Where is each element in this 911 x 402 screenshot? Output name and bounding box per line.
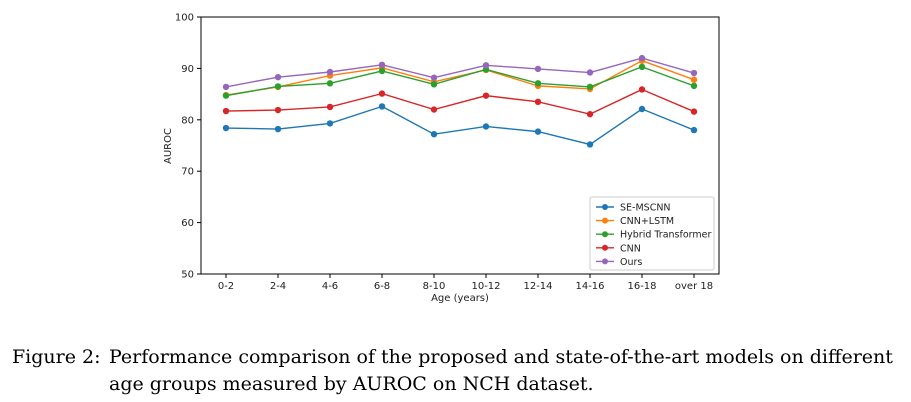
legend-marker [602,258,608,265]
x-axis-label: Age (years) [431,293,489,304]
series-line-cnn [225,88,695,115]
data-point-hybrid-transformer [638,63,646,71]
y-tick-label: 60 [181,218,194,229]
data-point-se-mscnn [482,123,490,130]
data-point-se-mscnn [326,120,334,127]
x-tick-label: 16-18 [627,281,656,292]
data-point-ours [482,62,490,69]
legend-label: Hybrid Transformer [620,230,711,241]
data-point-cnn [638,86,646,93]
data-point-se-mscnn [378,103,386,110]
caption-text: Performance comparison of the proposed a… [109,346,893,395]
line-chart: 50 60 70 80 90 100 0-2 2-4 4-6 6-8 8-10 10-12 12-14 1… [163,13,720,304]
data-point-ours [378,61,386,69]
x-tick-label: 0-2 [218,281,234,292]
data-point-cnn [586,110,594,118]
x-tick-label: 2-4 [270,281,286,292]
series-line-se-mscnn [225,105,695,146]
data-point-ours [326,68,334,76]
data-point-hybrid-transformer [690,82,698,90]
legend-marker [602,244,608,251]
data-point-cnn [534,98,542,106]
data-point-hybrid-transformer [274,83,282,90]
data-point-hybrid-transformer [326,80,334,87]
y-tick-label: 100 [175,13,194,24]
series-line-cnn-lstm [225,59,695,96]
x-tick-label: 4-6 [322,281,338,292]
data-point-se-mscnn [534,128,542,135]
legend-label: SE-MSCNN [620,203,671,214]
data-point-se-mscnn [586,141,594,148]
y-tick-label: 80 [181,115,194,126]
data-point-cnn [274,106,282,114]
legend-marker [602,217,608,224]
data-point-hybrid-transformer [222,92,230,99]
data-point-cnn [378,90,386,97]
data-point-hybrid-transformer [586,83,594,91]
plot-frame [200,16,720,275]
data-point-cnn [690,108,698,115]
caption-label: Figure 2: [12,346,101,368]
y-tick-label: 50 [181,270,194,281]
data-point-cnn [326,103,334,111]
data-point-cnn [430,106,438,113]
data-point-ours [430,74,438,81]
x-tick-label: over 18 [675,281,713,292]
series-line-ours [225,57,695,88]
data-point-ours [638,54,646,62]
data-point-se-mscnn [690,126,698,134]
data-point-hybrid-transformer [378,67,386,75]
data-point-ours [586,69,594,76]
data-point-ours [534,65,542,73]
data-point-se-mscnn [222,124,230,132]
data-point-hybrid-transformer [534,80,542,87]
legend-marker [602,231,608,238]
x-tick-label: 6-8 [374,281,390,292]
legend-label: CNN [620,243,641,254]
data-point-ours [274,73,282,81]
figure-caption: Figure 2: Performance comparison of the … [12,344,902,398]
data-point-hybrid-transformer [430,81,438,88]
legend-label: CNN+LSTM [620,216,674,227]
data-point-ours [690,69,698,77]
data-point-cnn [222,107,230,115]
legend-box [589,196,715,271]
data-point-cnn [482,92,490,99]
data-point-se-mscnn [638,105,646,113]
x-tick-label: 10-12 [471,281,500,292]
legend-label: Ours [620,257,642,268]
data-point-se-mscnn [430,130,438,138]
data-point-cnn-lstm [690,76,698,83]
data-point-ours [222,83,230,91]
y-tick-label: 90 [181,64,194,75]
series-line-hybrid-transformer [225,66,695,97]
x-tick-label: 14-16 [575,281,604,292]
x-tick-label: 8-10 [423,281,446,292]
data-point-se-mscnn [274,125,282,133]
y-axis-label: AUROC [163,128,174,164]
y-tick-label: 70 [181,167,194,178]
x-tick-label: 12-14 [523,281,552,292]
legend: SE-MSCNN CNN+LSTM Hybrid Transformer CNN Our… [589,196,715,271]
legend-marker [602,204,608,210]
